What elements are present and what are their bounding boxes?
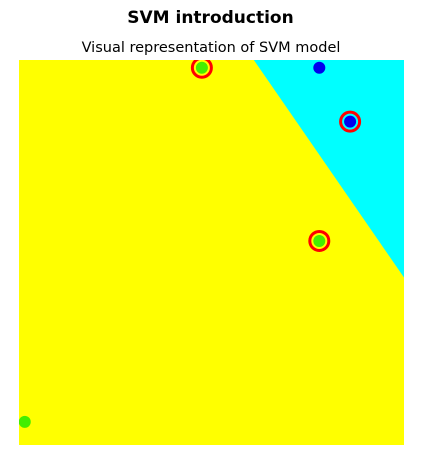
data-point-class-b	[344, 115, 357, 128]
axes-title: Visual representation of SVM model	[82, 40, 341, 56]
support-vector-ring	[190, 60, 213, 79]
data-point-class-b	[313, 61, 326, 74]
data-point-class-a	[19, 415, 31, 428]
support-vector-ring	[339, 110, 362, 133]
plot-area	[19, 60, 404, 445]
support-vector-ring	[308, 229, 331, 252]
data-point-class-a	[313, 234, 326, 247]
data-point-class-a	[195, 61, 208, 74]
region-class-b	[253, 60, 404, 278]
figure-suptitle: SVM introduction	[127, 8, 294, 28]
